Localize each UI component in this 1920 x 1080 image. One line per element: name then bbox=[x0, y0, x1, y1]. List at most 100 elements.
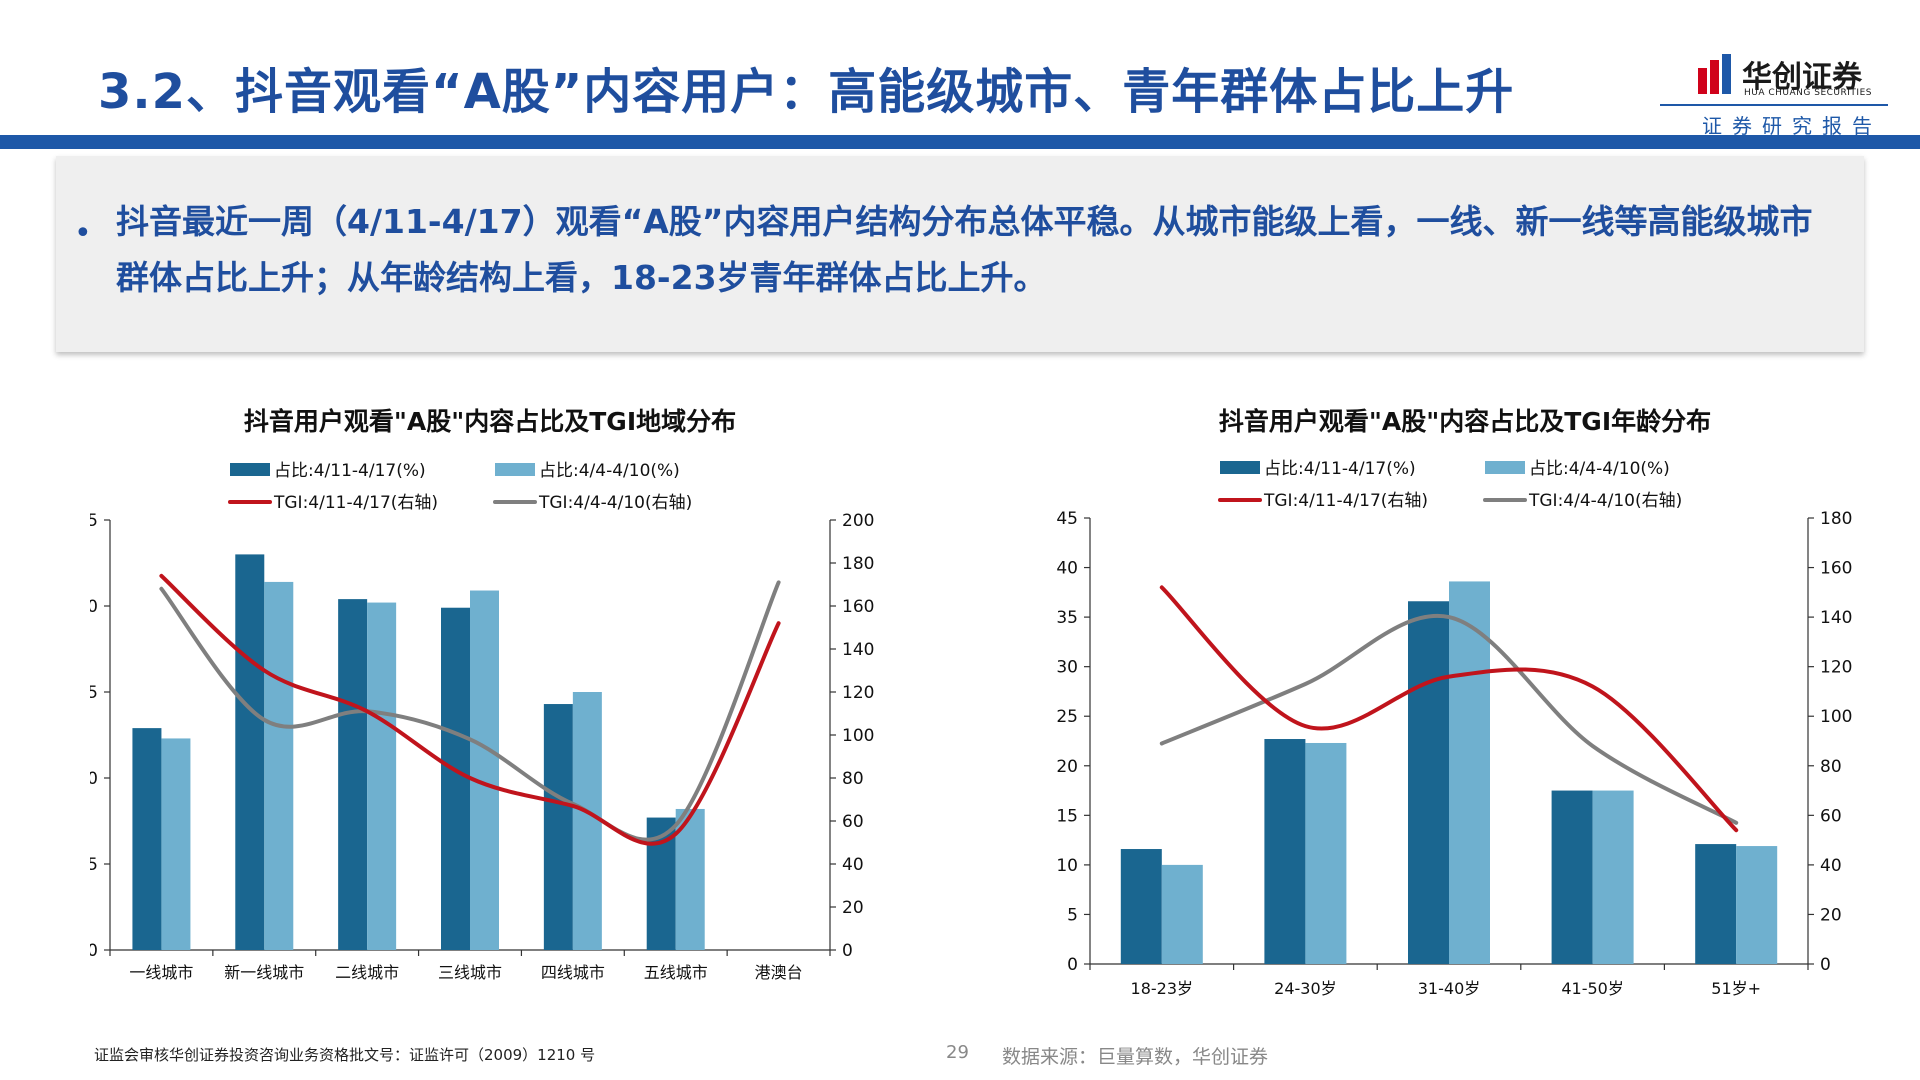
y-tick-label-right: 140 bbox=[842, 640, 874, 660]
bar-prev bbox=[264, 581, 294, 950]
tgi-line-prev bbox=[1159, 613, 1739, 825]
y-tick-label-left: 10 bbox=[90, 769, 98, 789]
bar-prev bbox=[1449, 581, 1490, 964]
logo-name-en: HUA CHUANG SECURITIES bbox=[1744, 88, 1872, 98]
chart-title: 抖音用户观看"A股"内容占比及TGI地域分布 bbox=[244, 407, 736, 436]
y-tick-label-left: 25 bbox=[90, 511, 98, 531]
legend-label: TGI:4/11-4/17(右轴) bbox=[1263, 491, 1428, 511]
y-tick-label-right: 120 bbox=[1820, 658, 1852, 678]
bar-prev bbox=[367, 602, 397, 950]
y-tick-label-right: 0 bbox=[842, 941, 853, 961]
y-tick-label-left: 0 bbox=[90, 941, 98, 961]
legend-label: 占比:4/11-4/17(%) bbox=[274, 461, 426, 481]
x-tick-label: 四线城市 bbox=[541, 963, 605, 982]
bar-recent bbox=[1120, 849, 1162, 964]
page-number: 29 bbox=[946, 1042, 969, 1063]
y-tick-label-right: 140 bbox=[1820, 608, 1852, 628]
y-tick-label-right: 40 bbox=[842, 855, 864, 875]
page-title: 3.2、抖音观看“A股”内容用户：高能级城市、青年群体占比上升 bbox=[98, 64, 1515, 120]
bar-prev bbox=[1592, 790, 1634, 964]
x-tick-label: 港澳台 bbox=[755, 963, 803, 982]
bar-recent bbox=[1264, 739, 1306, 964]
bar-recent bbox=[1695, 844, 1737, 964]
legend-label: TGI:4/4-4/10(右轴) bbox=[538, 493, 692, 513]
tgi-line-recent bbox=[159, 573, 781, 846]
chart-title: 抖音用户观看"A股"内容占比及TGI年龄分布 bbox=[1219, 407, 1711, 436]
x-tick-label: 31-40岁 bbox=[1418, 979, 1481, 998]
logo-subtitle: 证券研究报告 bbox=[1702, 114, 1882, 138]
legend-swatch-bar bbox=[495, 463, 535, 476]
x-tick-label: 五线城市 bbox=[644, 963, 708, 982]
summary-text: 抖音最近一周（4/11-4/17）观看“A股”内容用户结构分布总体平稳。从城市能… bbox=[116, 202, 1813, 297]
y-tick-label-right: 120 bbox=[842, 683, 874, 703]
header-bar bbox=[0, 135, 1920, 149]
bar-recent bbox=[1551, 790, 1593, 964]
summary-box: • 抖音最近一周（4/11-4/17）观看“A股”内容用户结构分布总体平稳。从城… bbox=[56, 156, 1864, 352]
x-tick-label: 24-30岁 bbox=[1274, 979, 1337, 998]
y-tick-label-right: 160 bbox=[1820, 559, 1852, 579]
y-tick-label-left: 45 bbox=[1056, 509, 1078, 529]
y-tick-label-left: 10 bbox=[1056, 856, 1078, 876]
legend-label: TGI:4/4-4/10(右轴) bbox=[1528, 491, 1682, 511]
y-tick-label-right: 200 bbox=[842, 511, 874, 531]
bar-prev bbox=[675, 808, 705, 950]
legend-swatch-bar bbox=[1220, 461, 1260, 474]
legend-label: 占比:4/11-4/17(%) bbox=[1264, 459, 1416, 479]
bar-prev bbox=[470, 590, 499, 950]
x-tick-label: 一线城市 bbox=[129, 963, 193, 982]
bar-prev bbox=[161, 738, 191, 950]
x-tick-label: 二线城市 bbox=[335, 963, 399, 982]
y-tick-label-right: 20 bbox=[842, 898, 864, 918]
y-tick-label-left: 20 bbox=[90, 597, 98, 617]
bar-prev bbox=[1736, 846, 1778, 964]
bar-recent bbox=[1408, 601, 1449, 964]
y-tick-label-left: 25 bbox=[1056, 707, 1078, 727]
legend-swatch-bar bbox=[230, 463, 270, 476]
y-tick-label-left: 5 bbox=[90, 855, 98, 875]
chart-age: 抖音用户观看"A股"内容占比及TGI年龄分布 占比:4/11-4/17(%) 占比:… bbox=[1030, 390, 1910, 1000]
tgi-line-recent bbox=[1159, 585, 1739, 833]
y-tick-label-right: 100 bbox=[1820, 707, 1852, 727]
x-tick-label: 18-23岁 bbox=[1131, 979, 1194, 998]
logo-name-cn: 华创证券 bbox=[1742, 60, 1862, 95]
logo-mark-icon bbox=[1698, 54, 1731, 94]
y-tick-label-right: 0 bbox=[1820, 955, 1831, 975]
y-tick-label-right: 180 bbox=[1820, 509, 1852, 529]
y-tick-label-left: 35 bbox=[1056, 608, 1078, 628]
data-source: 数据来源：巨量算数，华创证券 bbox=[1002, 1046, 1269, 1068]
y-tick-label-right: 60 bbox=[842, 812, 864, 832]
license-note: 证监会审核华创证券投资咨询业务资格批文号：证监许可（2009）1210 号 bbox=[94, 1046, 596, 1064]
bar-prev bbox=[1305, 742, 1347, 964]
y-tick-label-right: 160 bbox=[842, 597, 874, 617]
bar-recent bbox=[235, 554, 265, 950]
y-tick-label-right: 20 bbox=[1820, 905, 1842, 925]
bar-recent bbox=[441, 607, 470, 950]
y-tick-label-left: 5 bbox=[1067, 905, 1078, 925]
company-logo: 华创证券 HUA CHUANG SECURITIES 证券研究报告 bbox=[1660, 46, 1890, 138]
bar-prev bbox=[572, 692, 602, 950]
bar-recent bbox=[543, 704, 573, 950]
x-tick-label: 新一线城市 bbox=[224, 963, 304, 982]
y-tick-label-right: 180 bbox=[842, 554, 874, 574]
x-tick-label: 三线城市 bbox=[438, 963, 502, 982]
legend-label: 占比:4/4-4/10(%) bbox=[539, 461, 680, 481]
legend-label: TGI:4/11-4/17(右轴) bbox=[273, 493, 438, 513]
logo-divider bbox=[1660, 104, 1888, 106]
y-tick-label-right: 100 bbox=[842, 726, 874, 746]
y-tick-label-left: 15 bbox=[1056, 806, 1078, 826]
y-tick-label-right: 80 bbox=[1820, 757, 1842, 777]
x-tick-label: 51岁+ bbox=[1711, 979, 1761, 998]
y-tick-label-left: 20 bbox=[1056, 757, 1078, 777]
bar-recent bbox=[132, 728, 162, 950]
chart-region: 抖音用户观看"A股"内容占比及TGI地域分布占比:4/11-4/17(%) 占比:… bbox=[90, 390, 890, 1000]
y-tick-label-left: 40 bbox=[1056, 559, 1078, 579]
bar-prev bbox=[1161, 864, 1203, 964]
tgi-line-prev bbox=[159, 580, 781, 842]
summary-bullet: • bbox=[74, 216, 92, 251]
y-tick-label-left: 30 bbox=[1056, 658, 1078, 678]
legend-swatch-bar bbox=[1485, 461, 1525, 474]
x-tick-label: 41-50岁 bbox=[1561, 979, 1624, 998]
bar-recent bbox=[338, 599, 368, 950]
